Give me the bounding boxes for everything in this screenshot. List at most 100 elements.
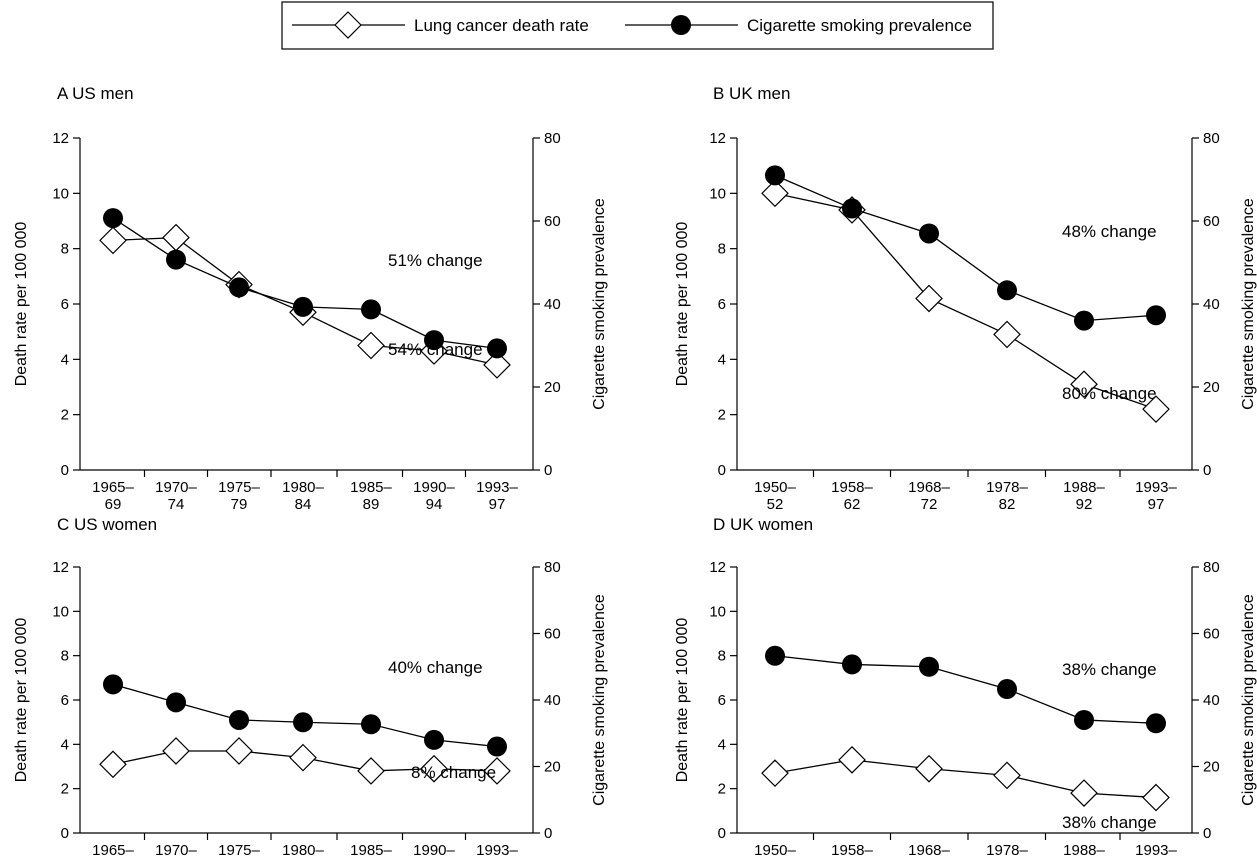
lung-cancer-point [357, 331, 385, 360]
left-axis-title: Death rate per 100 000 [13, 618, 30, 783]
right-tick-label: 20 [1203, 759, 1220, 776]
smoking-point [1146, 305, 1166, 326]
left-axis-title: Death rate per 100 000 [674, 222, 691, 387]
left-tick-label: 0 [61, 462, 69, 479]
legend-label-lung-cancer: Lung cancer death rate [414, 16, 589, 35]
panel-title: B UK men [713, 84, 790, 103]
x-tick-label-line: 1988– [1063, 479, 1105, 496]
smoking-point [842, 654, 862, 675]
x-tick-label-line: 1993– [476, 479, 518, 496]
right-tick-label: 40 [1203, 296, 1220, 313]
left-tick-label: 2 [61, 407, 69, 424]
x-tick-label: 1993–97 [476, 842, 518, 856]
left-tick-label: 12 [709, 559, 726, 576]
lung-cancer-point [915, 284, 943, 313]
x-tick-label: 1968–72 [908, 842, 950, 856]
legend-diamond-icon [334, 11, 362, 39]
smoking-point [919, 223, 939, 244]
smoking-point [424, 330, 444, 351]
x-tick-label-line: 62 [844, 496, 861, 513]
x-tick-label-line: 1968– [908, 842, 950, 856]
lung-cancer-point [225, 737, 253, 765]
series-line-lung-cancer [774, 759, 1157, 799]
left-axis-title: Death rate per 100 000 [674, 618, 691, 783]
x-tick-label: 1993–97 [1135, 842, 1177, 856]
x-tick-label: 1985–89 [350, 479, 392, 513]
x-tick-label: 1978–82 [986, 479, 1028, 513]
smoking-point [997, 679, 1017, 700]
x-tick-label-line: 72 [921, 496, 938, 513]
x-tick-label-line: 1965– [92, 479, 134, 496]
right-tick-label: 60 [544, 626, 561, 643]
right-tick-label: 0 [1203, 462, 1211, 479]
left-tick-label: 0 [61, 825, 69, 842]
smoking-point [765, 645, 785, 666]
change-annotation: 38% change [1062, 660, 1157, 679]
left-tick-label: 10 [709, 603, 726, 620]
lung-cancer-point [838, 746, 866, 774]
smoking-point [229, 277, 249, 298]
left-tick-label: 10 [709, 185, 726, 202]
x-tick-label-line: 1990– [413, 479, 455, 496]
legend-circle-icon [671, 15, 691, 35]
x-tick-label: 1968–72 [908, 479, 950, 513]
change-annotation: 40% change [388, 658, 483, 677]
x-tick-label-line: 1978– [986, 842, 1028, 856]
x-tick-label: 1985–89 [350, 842, 392, 856]
left-tick-label: 2 [61, 781, 69, 798]
right-tick-label: 0 [544, 462, 552, 479]
x-tick-label-line: 1965– [92, 842, 134, 856]
left-tick-label: 4 [61, 736, 69, 753]
x-tick-label: 1975–79 [218, 479, 260, 513]
left-tick-label: 12 [709, 130, 726, 147]
x-tick-label-line: 1958– [831, 842, 873, 856]
left-tick-label: 0 [718, 825, 726, 842]
x-tick-label-line: 69 [105, 496, 122, 513]
lung-cancer-point [993, 320, 1021, 349]
x-tick-label: 1958–62 [831, 479, 873, 513]
smoking-point [1074, 709, 1094, 730]
x-tick-label-line: 1985– [350, 479, 392, 496]
change-annotation: 51% change [388, 251, 483, 270]
x-tick-label: 1970–74 [155, 479, 197, 513]
x-tick-label-line: 1958– [831, 479, 873, 496]
x-tick-label-line: 92 [1076, 496, 1093, 513]
lung-cancer-point [99, 750, 127, 779]
x-tick-label: 1950–52 [754, 479, 796, 513]
right-tick-label: 0 [544, 825, 552, 842]
x-tick-label: 1993–97 [476, 479, 518, 513]
left-tick-label: 10 [52, 185, 69, 202]
x-tick-label: 1980–84 [282, 842, 324, 856]
series-line-smoking [774, 174, 1157, 322]
smoking-point [919, 656, 939, 677]
chart-panel: D UK women 0 2 4 6 8 10 12 0 20 40 60 80 1950–52 1958–… [674, 515, 1257, 856]
smoking-point [1074, 310, 1094, 331]
x-tick-label-line: 74 [168, 496, 185, 513]
chart-panel: C US women 0 2 4 6 8 10 12 0 20 40 60 80 1965–69 1970–… [13, 515, 608, 856]
smoking-point [424, 729, 444, 750]
legend-label-smoking: Cigarette smoking prevalence [747, 16, 972, 35]
x-tick-label-line: 1988– [1063, 842, 1105, 856]
x-tick-label: 1965–69 [92, 479, 134, 513]
series-line-lung-cancer [774, 192, 1157, 410]
lung-cancer-point [1142, 395, 1170, 423]
smoking-point [361, 714, 381, 735]
right-tick-label: 80 [1203, 559, 1220, 576]
x-tick-label-line: 84 [295, 496, 312, 513]
chart-panel: B UK men 0 2 4 6 8 10 12 0 20 40 60 80 1950– 52 1958– 62… [674, 84, 1257, 513]
x-tick-label-line: 97 [489, 496, 506, 513]
x-tick-label-line: 1985– [350, 842, 392, 856]
x-tick-label-line: 1950– [754, 479, 796, 496]
smoking-point [103, 208, 123, 229]
x-tick-label: 1975–79 [218, 842, 260, 856]
lung-cancer-point [761, 759, 789, 787]
lung-cancer-point [162, 737, 190, 765]
smoking-point [103, 674, 123, 695]
x-tick-label-line: 1975– [218, 479, 260, 496]
x-tick-label: 1978–82 [986, 842, 1028, 856]
left-axis-title: Death rate per 100 000 [13, 222, 30, 387]
right-tick-label: 40 [544, 692, 561, 709]
change-annotation: 48% change [1062, 222, 1157, 241]
x-tick-label-line: 94 [426, 496, 443, 513]
legend: Lung cancer death rate Cigarette smoking… [281, 1, 994, 50]
